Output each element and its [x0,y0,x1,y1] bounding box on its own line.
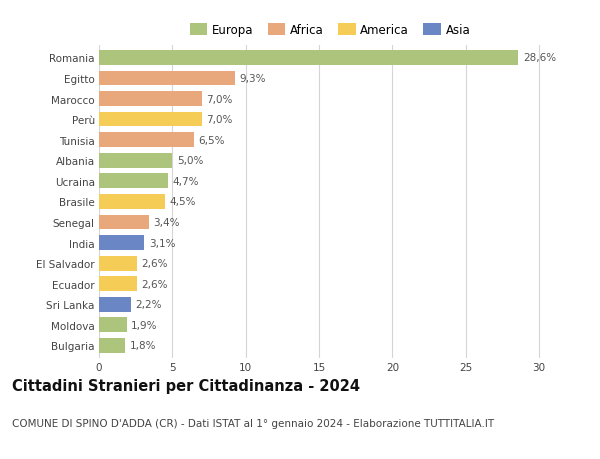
Text: 4,5%: 4,5% [169,197,196,207]
Bar [99,133,194,148]
Legend: Europa, Africa, America, Asia: Europa, Africa, America, Asia [190,24,470,37]
Text: 9,3%: 9,3% [240,74,266,84]
Text: 6,5%: 6,5% [199,135,225,146]
Text: 2,2%: 2,2% [136,300,162,310]
Bar [99,92,202,106]
Bar [99,318,127,333]
Bar [99,195,165,209]
Text: 3,1%: 3,1% [149,238,175,248]
Text: 28,6%: 28,6% [523,53,556,63]
Bar [99,71,235,86]
Bar [99,153,172,168]
Bar [99,112,202,127]
Bar [99,235,145,251]
Text: COMUNE DI SPINO D'ADDA (CR) - Dati ISTAT al 1° gennaio 2024 - Elaborazione TUTTI: COMUNE DI SPINO D'ADDA (CR) - Dati ISTAT… [12,418,494,428]
Text: 7,0%: 7,0% [206,115,232,125]
Bar [99,277,137,291]
Text: 1,9%: 1,9% [131,320,158,330]
Bar [99,215,149,230]
Text: 5,0%: 5,0% [177,156,203,166]
Bar [99,297,131,312]
Text: 4,7%: 4,7% [172,176,199,186]
Text: 2,6%: 2,6% [142,258,168,269]
Text: Cittadini Stranieri per Cittadinanza - 2024: Cittadini Stranieri per Cittadinanza - 2… [12,379,360,394]
Bar [99,51,518,66]
Text: 2,6%: 2,6% [142,279,168,289]
Bar [99,256,137,271]
Text: 1,8%: 1,8% [130,341,156,351]
Text: 3,4%: 3,4% [153,218,180,228]
Bar [99,174,168,189]
Text: 7,0%: 7,0% [206,94,232,104]
Bar [99,338,125,353]
